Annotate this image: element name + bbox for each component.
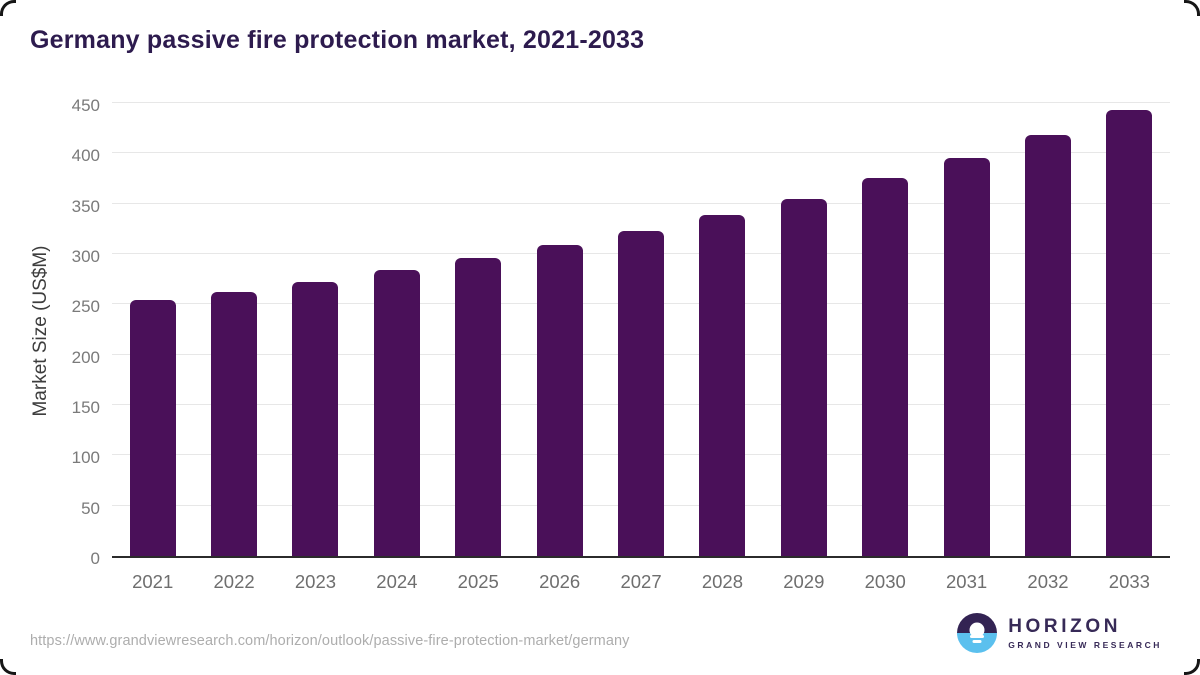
y-tick-label-100: 100 [71, 448, 100, 468]
y-tick-label-450: 450 [71, 96, 100, 115]
x-tick-label-2033: 2033 [1108, 571, 1150, 592]
brand-logo: HORIZON GRAND VIEW RESEARCH [957, 613, 1162, 653]
card-corner-top-right [1184, 0, 1200, 16]
bar-2025[interactable] [455, 258, 502, 556]
bar-2031[interactable] [943, 158, 990, 556]
y-tick-label-300: 300 [71, 247, 100, 266]
bar-2028[interactable] [699, 215, 746, 556]
gridline-350 [112, 202, 1170, 204]
x-tick-label-2026: 2026 [539, 571, 581, 592]
bar-slot-2021 [112, 105, 193, 556]
x-tick-label-2031: 2031 [946, 571, 988, 592]
bar-2030[interactable] [862, 178, 909, 556]
x-tick-label-2025: 2025 [457, 571, 499, 592]
x-tick-label-2021: 2021 [132, 571, 174, 592]
x-tick-label-2029: 2029 [783, 571, 825, 592]
x-tick-label-2032: 2032 [1027, 571, 1069, 592]
x-tick-label-2030: 2030 [864, 571, 906, 592]
horizon-sun-icon [957, 613, 998, 653]
y-tick-label-400: 400 [71, 146, 100, 166]
bar-2032[interactable] [1024, 135, 1071, 556]
x-tick-label-2022: 2022 [213, 571, 255, 592]
bar-slot-2033 [1089, 105, 1170, 556]
bar-slot-2027 [600, 105, 681, 556]
bar-slot-2024 [356, 105, 437, 556]
card-corner-bottom-left [0, 659, 16, 675]
bar-2021[interactable] [129, 300, 176, 556]
bar-slot-2031 [926, 105, 1007, 556]
bar-2023[interactable] [292, 282, 339, 556]
bar-slot-2028 [682, 105, 763, 556]
bar-2033[interactable] [1106, 110, 1153, 556]
y-tick-label-150: 150 [71, 398, 100, 417]
bar-slot-2030 [845, 105, 926, 556]
chart-title: Germany passive fire protection market, … [30, 26, 645, 54]
card-corner-bottom-right [1184, 659, 1200, 675]
bar-slot-2025 [438, 105, 519, 556]
bar-slot-2032 [1007, 105, 1088, 556]
bar-2026[interactable] [536, 245, 583, 556]
bar-2027[interactable] [618, 231, 665, 556]
bar-slot-2029 [763, 105, 844, 556]
bar-slot-2023 [275, 105, 356, 556]
y-tick-label-250: 250 [71, 297, 100, 317]
y-tick-label-50: 50 [81, 498, 100, 518]
card-corner-top-left [0, 0, 16, 16]
x-tick-label-2028: 2028 [701, 571, 743, 592]
plot-area [112, 102, 1170, 558]
brand-subtitle: GRAND VIEW RESEARCH [1008, 639, 1162, 650]
bar-2024[interactable] [373, 270, 420, 556]
bar-slot-2022 [193, 105, 274, 556]
gridline-400 [112, 152, 1170, 154]
gridline-450 [112, 102, 1170, 103]
bar-series [112, 105, 1170, 556]
source-url: https://www.grandviewresearch.com/horizo… [30, 633, 630, 649]
y-tick-label-350: 350 [71, 196, 100, 216]
brand-name: HORIZON [1008, 616, 1122, 638]
bar-slot-2026 [519, 105, 600, 556]
bar-2029[interactable] [780, 199, 827, 556]
x-axis-tick-labels: 2021 2022 2023 2024 2025 2026 2027 2028 2029 2030… [112, 571, 1170, 593]
y-tick-label-200: 200 [71, 347, 100, 367]
x-tick-label-2023: 2023 [294, 571, 337, 592]
x-tick-label-2027: 2027 [620, 571, 662, 592]
bar-2022[interactable] [211, 292, 258, 556]
x-tick-label-2024: 2024 [376, 571, 418, 592]
y-tick-label-0: 0 [90, 549, 100, 568]
